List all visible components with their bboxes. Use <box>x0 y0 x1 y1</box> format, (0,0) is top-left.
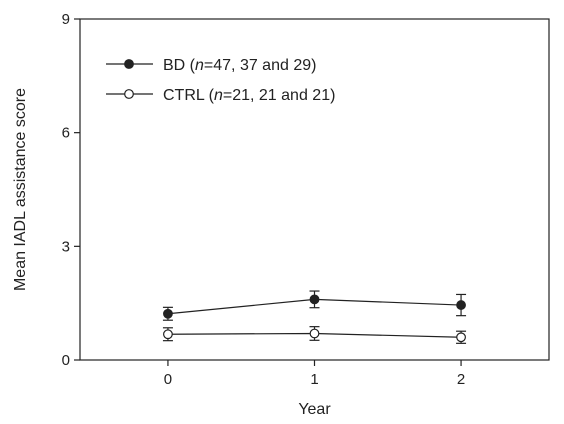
x-tick-label: 1 <box>310 371 318 388</box>
data-point <box>456 300 466 310</box>
data-point <box>309 294 320 305</box>
y-tick-label: 3 <box>62 238 70 255</box>
legend-entry-1: BD (n=47, 37 and 29) <box>106 57 316 74</box>
series-2 <box>162 326 467 344</box>
data-point <box>163 329 173 340</box>
legend: BD (n=47, 37 and 29) CTRL (n=21, 21 and 2… <box>106 57 335 104</box>
data-point <box>456 332 466 343</box>
data-point <box>163 308 173 319</box>
legend-marker <box>124 59 134 69</box>
legend-entry-2: CTRL (n=21, 21 and 21) <box>106 87 335 104</box>
axes: 0 3 6 9 0 1 2 <box>62 11 550 388</box>
y-tick-label: 9 <box>62 11 70 28</box>
series-layer <box>162 290 467 344</box>
x-axis-label: Year <box>298 401 331 418</box>
series-1 <box>162 290 467 321</box>
legend-label: CTRL (n=21, 21 and 21) <box>163 87 335 104</box>
legend-marker <box>124 89 134 99</box>
x-tick-label: 0 <box>164 371 172 388</box>
x-tick-label: 2 <box>457 371 465 388</box>
y-tick-label: 6 <box>62 125 70 142</box>
legend-label: BD (n=47, 37 and 29) <box>163 57 316 74</box>
data-point <box>309 328 320 339</box>
y-tick-label: 0 <box>62 352 70 369</box>
y-axis-label: Mean IADL assistance score <box>12 88 29 291</box>
